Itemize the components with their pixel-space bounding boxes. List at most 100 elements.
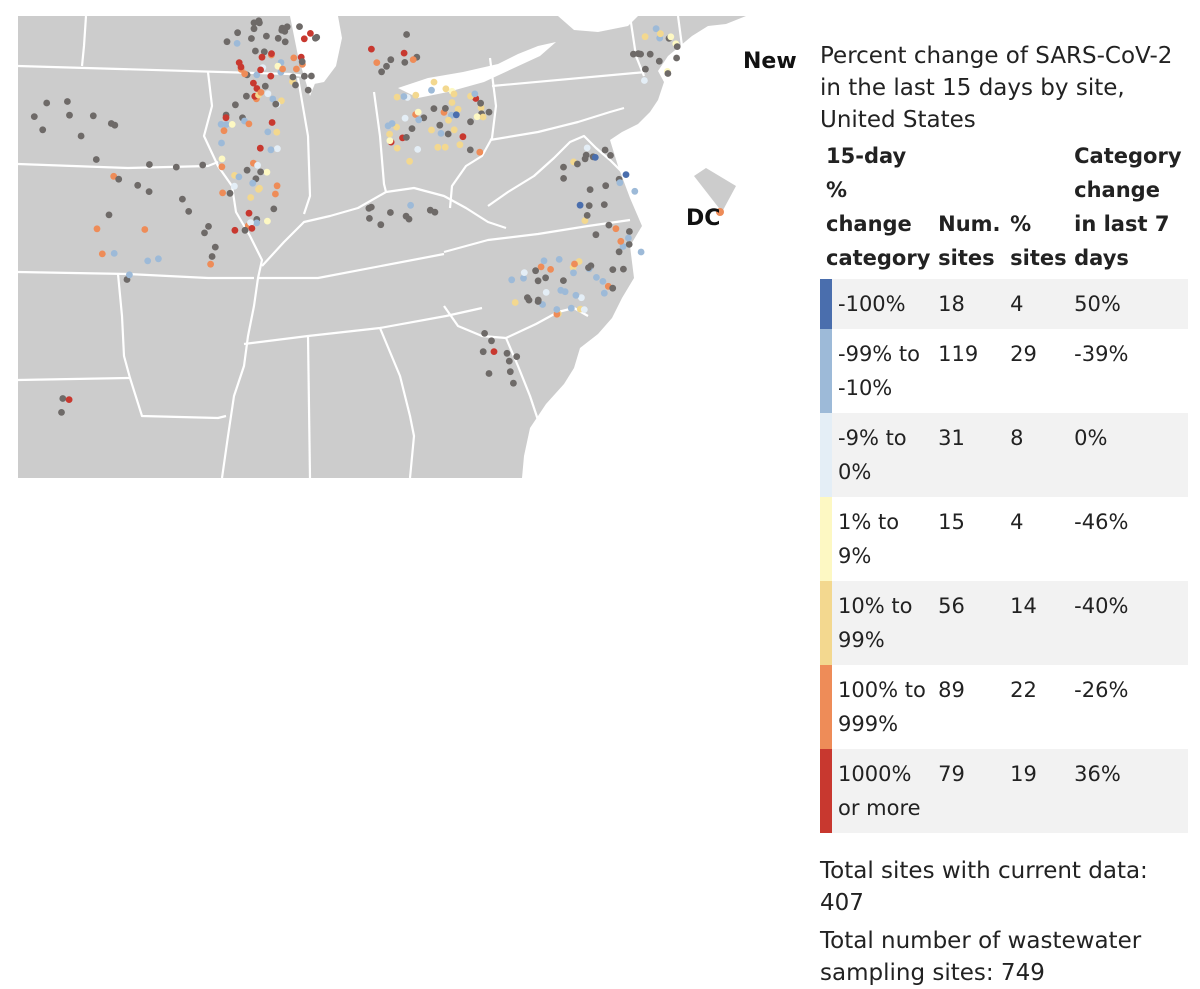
site-dot (260, 48, 268, 56)
site-dot (471, 90, 479, 98)
site-dot (673, 43, 681, 50)
site-dot (313, 33, 321, 41)
site-dot (642, 65, 649, 73)
site-dot (155, 255, 162, 263)
site-dot (400, 49, 408, 57)
site-dot (428, 86, 435, 94)
site-dot (473, 113, 481, 121)
legend-pct-sites: 8 (1004, 413, 1069, 497)
legend-color-swatch (820, 749, 832, 833)
site-dot (576, 201, 584, 209)
site-dot (58, 409, 65, 416)
site-dot (268, 50, 275, 57)
site-dot (616, 179, 624, 187)
legend-row: 100% to 999% 89 22 -26% (820, 665, 1188, 749)
header-change-7d: Category change in last 7 days (1074, 144, 1182, 270)
site-dot (393, 93, 401, 101)
site-dot (228, 121, 236, 128)
legend-pct-sites: 22 (1010, 678, 1037, 702)
site-dot (211, 243, 219, 251)
site-dot (172, 163, 180, 171)
site-dot (641, 33, 649, 41)
site-dot (111, 121, 119, 129)
site-dot (420, 114, 428, 122)
site-dot (442, 85, 450, 93)
site-dot (401, 59, 409, 66)
lake-erie (398, 42, 556, 98)
site-dot (452, 111, 460, 119)
site-dot (479, 113, 487, 121)
site-dot (274, 145, 281, 153)
site-dot (622, 171, 630, 179)
site-dot (264, 217, 271, 225)
site-dot (179, 195, 186, 203)
land-area (18, 16, 746, 478)
site-dot (534, 277, 542, 285)
site-dot (506, 368, 514, 376)
site-dot (617, 237, 625, 245)
site-dot (459, 133, 467, 141)
legend-pct-sites: 4 (1010, 510, 1024, 534)
map-canvas (18, 16, 746, 478)
site-dot (222, 121, 230, 128)
site-dot (578, 294, 585, 302)
site-dot (145, 188, 153, 196)
legend-change-7d: -39% (1074, 342, 1129, 366)
legend-row: -100% 18 4 50% (820, 279, 1188, 329)
site-dot (231, 226, 239, 234)
site-dot (485, 370, 493, 377)
legend-category: -99% to -10% (838, 342, 921, 400)
site-dot (667, 33, 675, 41)
site-dot (98, 250, 106, 258)
dc-site-dot (716, 208, 724, 216)
site-dot (222, 114, 230, 122)
dc-shape (694, 168, 736, 212)
site-dot (542, 274, 549, 282)
site-dot (415, 116, 423, 124)
site-dot (219, 189, 227, 197)
site-dot (272, 100, 280, 108)
site-dot (637, 50, 644, 58)
site-dot (403, 31, 410, 38)
site-dot (479, 348, 487, 356)
legend-category: 10% to 99% (832, 581, 933, 665)
site-dot (241, 70, 249, 78)
site-dot (467, 118, 474, 126)
site-dot (247, 219, 254, 227)
legend-num-sites: 15 (938, 510, 965, 534)
site-dot (450, 126, 458, 134)
site-dot (442, 105, 449, 112)
site-dot (673, 54, 680, 62)
site-dot (591, 154, 599, 161)
legend-pct-sites: 4 (1004, 279, 1069, 329)
site-dot (281, 38, 289, 46)
site-dot (560, 175, 567, 182)
site-dot (377, 221, 385, 229)
site-dot (243, 92, 250, 100)
legend-row: 1% to 9% 15 4 -46% (820, 497, 1188, 581)
site-dot (601, 146, 609, 154)
site-dot (428, 126, 435, 134)
site-dot (607, 152, 614, 159)
site-dot (441, 143, 449, 151)
legend-table: 15-day % change category Num. sites % si… (820, 139, 1188, 833)
site-dot (205, 223, 212, 230)
site-dot (505, 357, 513, 365)
site-dot (403, 134, 410, 141)
site-dot (619, 243, 627, 250)
legend-color-swatch (820, 279, 832, 329)
site-dot (263, 168, 271, 176)
site-dot (201, 229, 208, 237)
site-dot (560, 277, 567, 284)
site-dot (510, 379, 517, 387)
site-dot (268, 119, 276, 126)
site-dot (263, 32, 270, 40)
legend-change-7d: 50% (1068, 279, 1188, 329)
site-dot (508, 276, 516, 284)
site-dot (631, 187, 639, 195)
site-dot (386, 130, 393, 138)
map-label-dc: DC (686, 206, 721, 231)
site-dot (436, 121, 444, 129)
site-dot (387, 56, 395, 64)
site-dot (599, 278, 607, 285)
